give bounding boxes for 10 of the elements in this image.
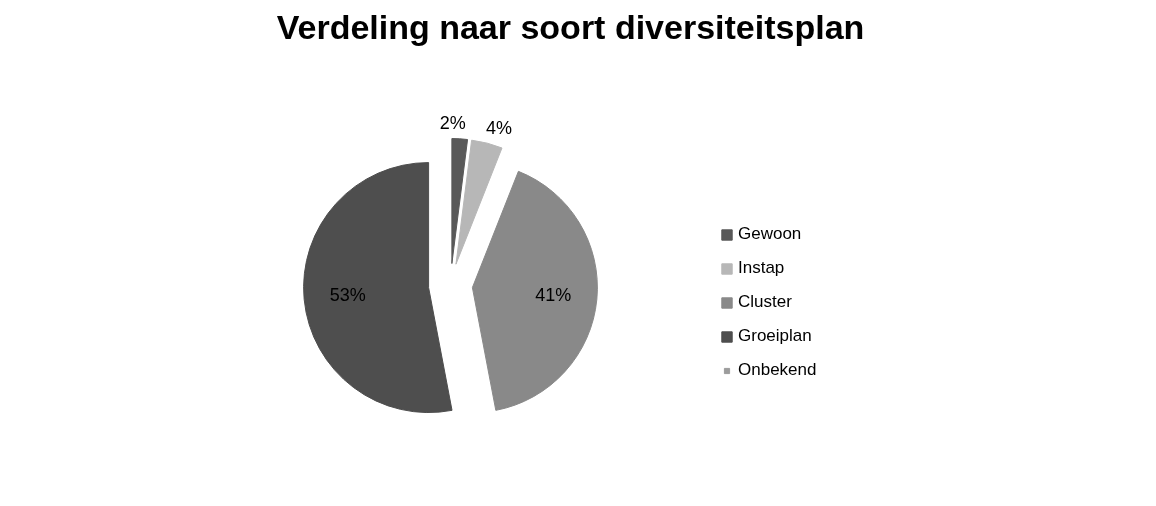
data-label: 41% — [535, 285, 572, 306]
legend-label: Cluster — [738, 292, 792, 312]
chart-title: Verdeling naar soort diversiteitsplan — [276, 7, 865, 46]
data-label: 53% — [329, 285, 366, 306]
data-label: 2% — [439, 112, 466, 133]
legend-label: Groeiplan — [738, 326, 812, 346]
legend-label: Instap — [738, 258, 785, 278]
data-label: 4% — [486, 117, 513, 138]
legend-label: Gewoon — [738, 224, 802, 244]
legend-label: Onbekend — [738, 360, 817, 380]
